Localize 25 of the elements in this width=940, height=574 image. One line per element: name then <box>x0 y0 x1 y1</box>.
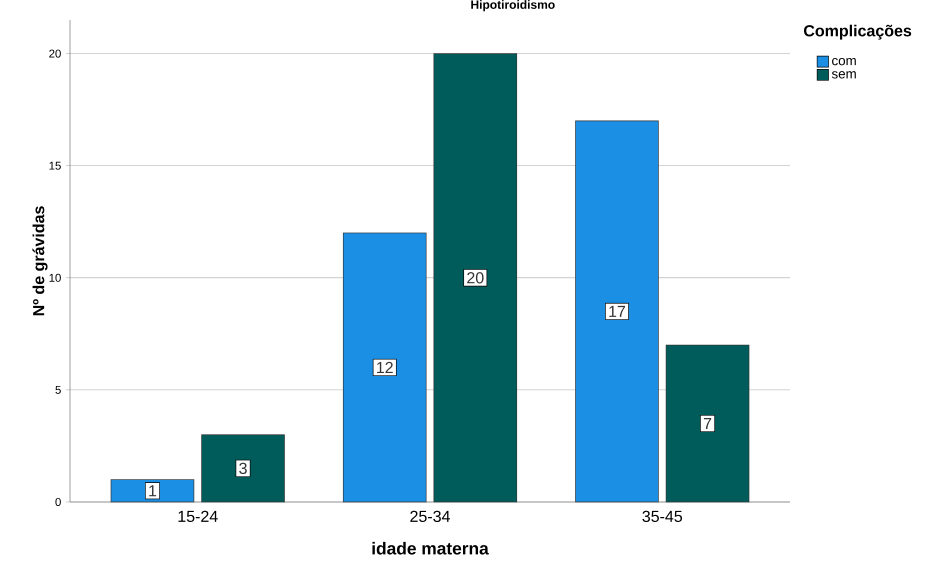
y-axis-title: Nº de grávidas <box>32 206 48 316</box>
y-tick-label: 15 <box>50 162 61 170</box>
x-tick-label: 15-24 <box>178 510 218 522</box>
chart-title: Hipotiroidismo <box>471 0 555 12</box>
bar <box>575 120 659 502</box>
legend-label: com <box>832 58 856 66</box>
data-label: 3 <box>239 462 247 474</box>
bar <box>201 434 285 502</box>
x-axis-title: idade materna <box>372 542 489 555</box>
legend-label: sem <box>832 71 856 78</box>
x-tick-label: 35-45 <box>642 510 682 522</box>
data-label: 7 <box>704 418 712 430</box>
data-label: 20 <box>467 272 484 284</box>
y-tick-label: 20 <box>49 50 61 58</box>
data-label: 17 <box>609 306 626 317</box>
bar <box>666 344 750 502</box>
y-tick-label: 10 <box>50 274 61 282</box>
bar <box>342 232 427 502</box>
y-tick-label: 0 <box>55 498 61 506</box>
legend-title: Complicações <box>804 24 912 40</box>
y-tick-label: 5 <box>55 386 61 394</box>
data-label: 1 <box>149 485 156 496</box>
data-label: 12 <box>377 362 393 374</box>
bar <box>434 53 518 502</box>
x-tick-label: 25-34 <box>410 510 450 522</box>
